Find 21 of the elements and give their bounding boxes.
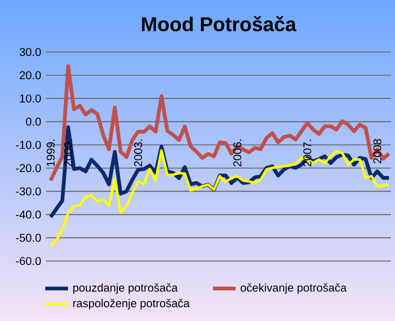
y-tick-label: -60.0 bbox=[16, 256, 41, 266]
legend-label: očekivanje potrošača bbox=[240, 283, 347, 294]
chart-title: Mood Potrošača bbox=[142, 16, 296, 32]
y-tick-label: 10.0 bbox=[20, 94, 41, 102]
x-tick-label: 2000. bbox=[64, 140, 72, 166]
y-tick-label: -20.0 bbox=[16, 164, 41, 172]
x-tick-label: 2006. bbox=[233, 140, 242, 166]
line-series bbox=[48, 64, 391, 182]
y-tick-label: -30.0 bbox=[16, 187, 41, 196]
y-tick-label: -50.0 bbox=[16, 234, 41, 242]
legend-label: pouzdanje potrošača bbox=[73, 283, 178, 294]
x-tick-label: 2008 bbox=[373, 139, 382, 164]
legend-label: raspoloženje potrošača bbox=[73, 298, 190, 310]
x-tick-label: 2003. bbox=[134, 140, 142, 166]
x-tick-label: 1999. bbox=[46, 140, 55, 166]
y-tick-label: -40.0 bbox=[16, 210, 41, 219]
x-tick-label: 2007. bbox=[303, 140, 312, 166]
y-tick-label: 0.0 bbox=[26, 118, 41, 126]
y-tick-label: 30.0 bbox=[20, 48, 41, 56]
y-tick-label: 20.0 bbox=[20, 71, 41, 80]
y-tick-label: -10.0 bbox=[16, 140, 41, 149]
